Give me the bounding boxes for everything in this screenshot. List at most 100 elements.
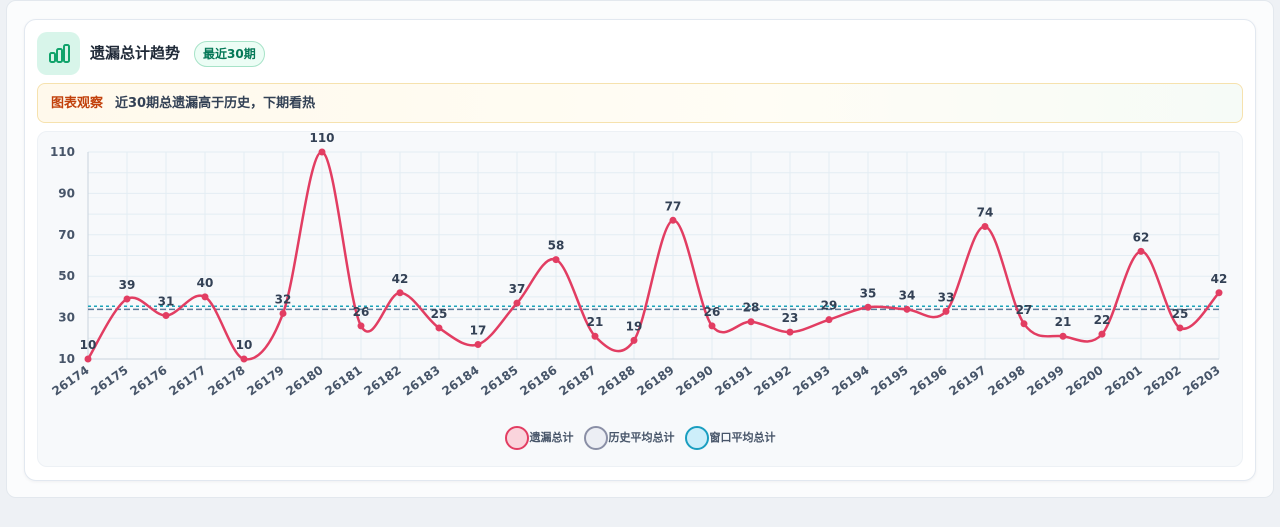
legend-swatch <box>684 426 709 450</box>
legend-label: 窗口平均总计 <box>709 431 776 444</box>
data-point <box>318 148 326 156</box>
x-tick-label: 26181 <box>322 363 364 398</box>
data-point <box>981 223 989 231</box>
y-tick-label: 90 <box>58 186 75 200</box>
data-label: 26 <box>704 305 721 319</box>
x-tick-label: 26191 <box>712 363 754 398</box>
legend-item-window-avg[interactable]: 窗口平均总计 <box>684 426 776 450</box>
data-point <box>1176 324 1184 332</box>
data-point <box>1215 289 1223 297</box>
data-label: 74 <box>977 206 994 220</box>
x-tick-label: 26177 <box>166 363 208 398</box>
x-tick-label: 26203 <box>1180 363 1222 398</box>
data-point <box>903 305 911 313</box>
x-tick-label: 26180 <box>283 363 325 398</box>
y-tick-label: 50 <box>58 269 75 283</box>
data-point <box>942 307 950 315</box>
data-point <box>123 295 131 303</box>
x-tick-label: 26192 <box>751 363 793 398</box>
data-label: 37 <box>509 282 526 296</box>
data-label: 28 <box>743 301 760 315</box>
x-tick-label: 26182 <box>361 363 403 398</box>
data-label: 10 <box>236 338 253 352</box>
x-tick-label: 26194 <box>829 363 871 398</box>
data-label: 40 <box>197 276 214 290</box>
x-tick-label: 26186 <box>517 363 559 398</box>
data-point <box>669 216 677 224</box>
data-point <box>396 289 404 297</box>
card-title: 遗漏总计趋势 <box>90 44 181 62</box>
data-point <box>747 318 755 326</box>
data-point <box>864 303 872 311</box>
chart-panel <box>37 131 1243 467</box>
x-tick-label: 26188 <box>595 363 637 398</box>
x-tick-label: 26195 <box>868 363 910 398</box>
data-label: 77 <box>665 199 682 213</box>
x-tick-label: 26190 <box>673 363 715 398</box>
x-tick-label: 26189 <box>634 363 676 398</box>
x-tick-label: 26197 <box>946 363 988 398</box>
y-tick-label: 110 <box>50 145 75 159</box>
data-label: 29 <box>821 299 838 313</box>
x-tick-label: 26179 <box>244 363 286 398</box>
data-point <box>591 332 599 340</box>
data-label: 22 <box>1094 313 1111 327</box>
x-tick-label: 26185 <box>478 363 520 398</box>
y-tick-label: 10 <box>58 352 75 366</box>
data-point <box>279 309 287 317</box>
data-point <box>474 341 482 349</box>
y-tick-label: 30 <box>58 311 75 325</box>
data-point <box>435 324 443 332</box>
data-point <box>552 256 560 264</box>
data-label: 32 <box>275 292 292 306</box>
x-tick-label: 26178 <box>205 363 247 398</box>
x-tick-label: 26193 <box>790 363 832 398</box>
data-point <box>357 322 365 330</box>
data-label: 35 <box>860 286 877 300</box>
x-tick-label: 26184 <box>439 363 481 398</box>
data-point <box>201 293 209 301</box>
data-label: 58 <box>548 239 565 253</box>
data-point <box>1137 247 1145 255</box>
data-point <box>1098 330 1106 338</box>
data-point <box>162 312 170 320</box>
data-label: 17 <box>470 324 487 338</box>
data-label: 25 <box>1172 307 1189 321</box>
data-label: 10 <box>80 338 97 352</box>
x-tick-label: 26202 <box>1141 363 1183 398</box>
data-point <box>708 322 716 330</box>
insight-text: 近30期总遗漏高于历史，下期看热 <box>115 96 316 111</box>
data-label: 27 <box>1016 303 1033 317</box>
x-tick-label: 26198 <box>985 363 1027 398</box>
data-label: 31 <box>158 295 175 309</box>
legend-label: 历史平均总计 <box>608 431 675 444</box>
data-label: 33 <box>938 290 955 304</box>
x-tick-label: 26196 <box>907 363 949 398</box>
x-tick-label: 26176 <box>127 363 169 398</box>
data-label: 42 <box>1211 272 1228 286</box>
data-point <box>1059 332 1067 340</box>
insight-banner: 图表观察 近30期总遗漏高于历史，下期看热 <box>37 83 1243 123</box>
data-label: 21 <box>1055 315 1072 329</box>
data-label: 42 <box>392 272 409 286</box>
y-tick-label: 70 <box>58 228 75 242</box>
x-tick-label: 26199 <box>1024 363 1066 398</box>
x-tick-label: 26175 <box>88 363 130 398</box>
data-point <box>825 316 833 324</box>
data-point <box>513 299 521 307</box>
data-point <box>240 355 248 363</box>
legend-label: 遗漏总计 <box>529 431 574 444</box>
period-badge: 最近30期 <box>194 41 265 67</box>
data-point <box>1020 320 1028 328</box>
bar-chart-icon <box>37 32 80 75</box>
data-point <box>630 336 638 344</box>
data-label: 110 <box>309 131 334 145</box>
legend-swatch <box>504 426 529 450</box>
legend-item-total-miss[interactable]: 遗漏总计 <box>504 426 574 450</box>
data-label: 39 <box>119 278 136 292</box>
legend-item-history-avg[interactable]: 历史平均总计 <box>583 426 675 450</box>
x-tick-label: 26187 <box>556 363 598 398</box>
data-label: 23 <box>782 311 799 325</box>
chart-legend: 遗漏总计 历史平均总计 窗口平均总计 <box>0 425 1280 451</box>
